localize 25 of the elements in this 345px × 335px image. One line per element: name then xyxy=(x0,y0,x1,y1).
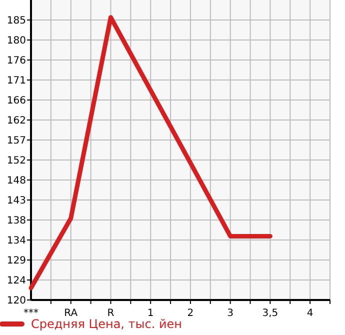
y-tick-label: 152 xyxy=(6,156,26,166)
y-tick-label: 162 xyxy=(6,116,26,126)
y-tick-label: 143 xyxy=(6,196,26,206)
x-tick-label: 4 xyxy=(306,308,314,319)
x-tick-label: 1 xyxy=(147,308,154,319)
x-tick-label: R xyxy=(107,308,114,319)
y-tick-label: 166 xyxy=(6,96,26,106)
x-tick-label: 2 xyxy=(187,308,194,319)
x-tick-label: RA xyxy=(64,308,78,319)
y-tick-label: 134 xyxy=(6,236,26,246)
y-tick-label: 185 xyxy=(6,16,26,26)
x-tick-label: 3,5 xyxy=(262,308,278,319)
line-series xyxy=(28,15,272,290)
y-tick-label: 120 xyxy=(6,296,26,306)
y-tick-label: 157 xyxy=(6,136,26,146)
y-tick-label: 171 xyxy=(6,76,26,86)
y-tick-label: 124 xyxy=(6,276,26,286)
y-tick-label: 176 xyxy=(6,56,26,66)
y-tick-label: 148 xyxy=(6,176,26,186)
y-tick-label: 129 xyxy=(6,256,26,266)
y-tick-label: 180 xyxy=(6,36,26,46)
y-tick-label: 138 xyxy=(6,216,26,226)
x-tick-label: 3 xyxy=(227,308,234,319)
legend-label: Средняя Цена, тыс. йен xyxy=(31,317,182,331)
x-tick-label: *** xyxy=(24,308,38,319)
